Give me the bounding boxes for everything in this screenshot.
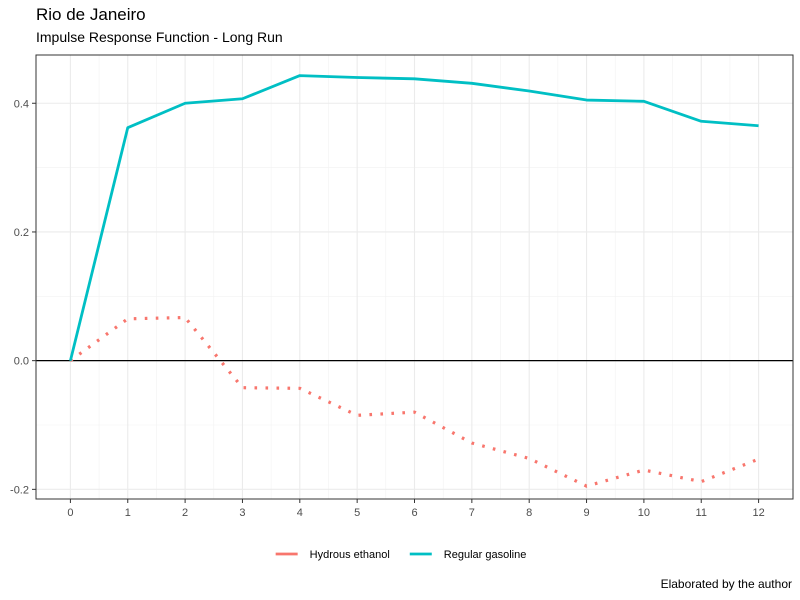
series-line-regular-gasoline: [69, 74, 759, 361]
legend-label: Hydrous ethanol: [310, 549, 390, 561]
x-tick-label: 1: [125, 507, 131, 519]
x-tick-label: 6: [411, 507, 417, 519]
series-layer: [69, 74, 760, 488]
x-tick-label: 11: [696, 507, 707, 519]
chart-subtitle: Impulse Response Function - Long Run: [36, 29, 283, 45]
x-tick-label: 3: [239, 507, 245, 519]
x-tick-label: 7: [469, 507, 475, 519]
grid-minor: [36, 55, 793, 499]
x-tick-label: 4: [297, 507, 303, 519]
chart-caption: Elaborated by the author: [660, 577, 792, 591]
x-axis: 0 1 2 3 4 5 6 7 8 9 10 11 12: [67, 499, 765, 519]
x-tick-label: 0: [67, 507, 73, 519]
x-tick-label: 5: [354, 507, 360, 519]
y-tick-label: 0.0: [14, 356, 29, 368]
x-tick-label: 12: [752, 507, 764, 519]
y-tick-label: 0.2: [14, 227, 29, 239]
legend-label: Regular gasoline: [444, 549, 527, 561]
chart-title: Rio de Janeiro: [36, 5, 146, 24]
y-axis: -0.2 0.0 0.2 0.4: [10, 98, 36, 496]
grid-major: [36, 55, 793, 499]
series-line-hydrous-ethanol: [69, 315, 760, 488]
x-tick-label: 8: [526, 507, 532, 519]
legend: Hydrous ethanol Regular gasoline: [275, 549, 527, 561]
x-tick-label: 9: [583, 507, 589, 519]
x-tick-label: 2: [182, 507, 188, 519]
y-tick-label: 0.4: [14, 98, 29, 110]
x-tick-label: 10: [638, 507, 650, 519]
y-tick-label: -0.2: [10, 484, 29, 496]
